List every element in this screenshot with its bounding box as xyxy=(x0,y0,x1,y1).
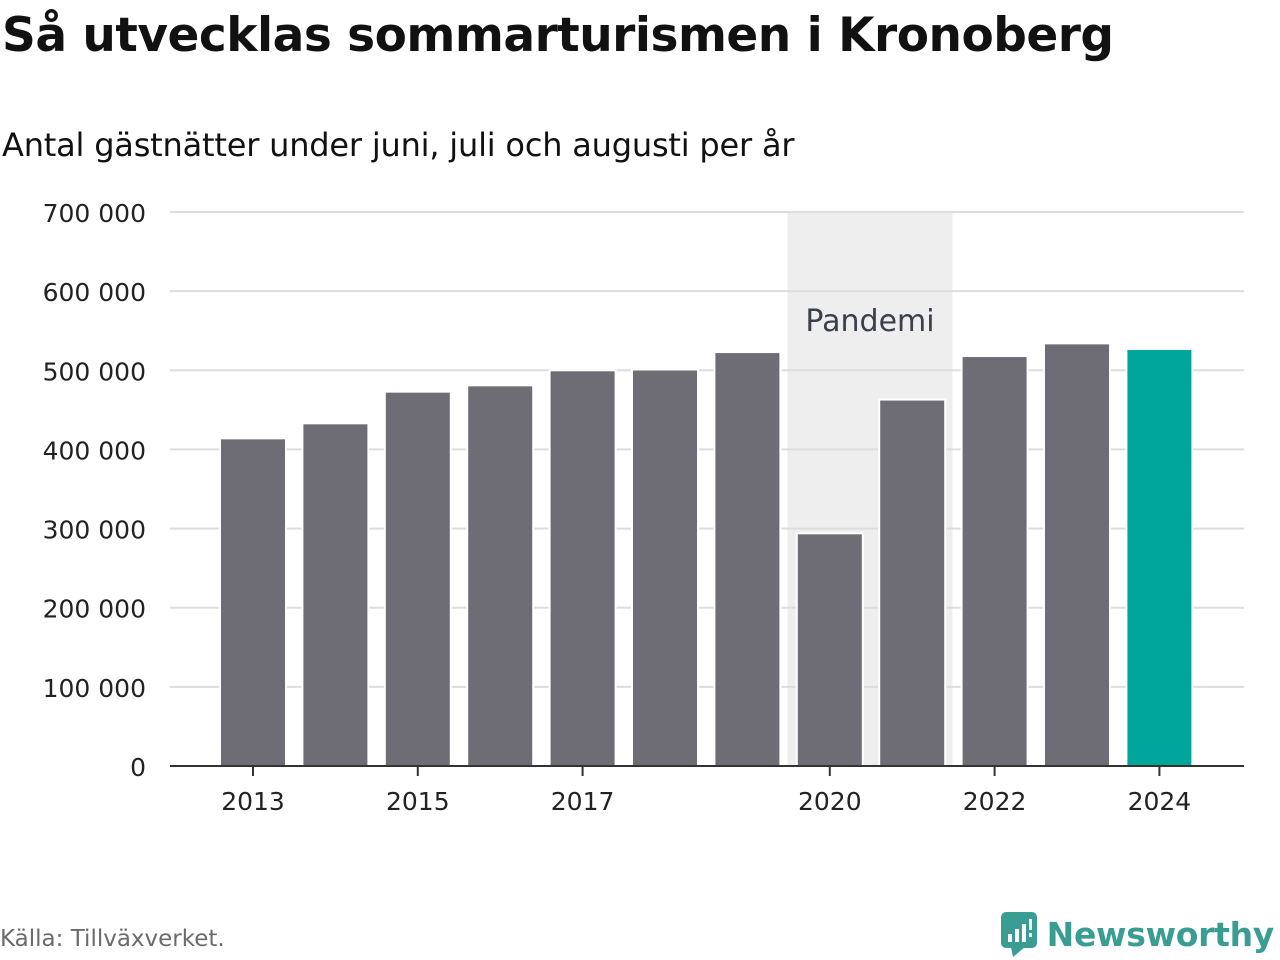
bar-2022 xyxy=(960,355,1029,767)
bar-2021 xyxy=(878,398,947,767)
newsworthy-chart-bubble-icon xyxy=(1000,912,1037,957)
x-tick-label: 2024 xyxy=(1128,787,1192,816)
bar-2015 xyxy=(383,390,452,767)
bar-2014 xyxy=(301,422,370,767)
x-tick-label: 2013 xyxy=(221,787,285,816)
x-tick-label: 2017 xyxy=(551,787,615,816)
bar-2020 xyxy=(795,532,864,767)
bar-chart: 0 100 000 200 000 300 000 400 000 500 000 600 … xyxy=(43,199,1244,816)
x-tick-label: 2020 xyxy=(798,787,862,816)
chart-subtitle: Antal gästnätter under juni, juli och au… xyxy=(2,126,795,164)
source-note: Källa: Tillväxverket. xyxy=(0,926,225,952)
annotation-label: Pandemi xyxy=(805,304,934,339)
y-tick-label: 600 000 xyxy=(43,278,146,307)
y-tick-label: 500 000 xyxy=(43,357,146,386)
y-tick-label: 0 xyxy=(130,753,146,782)
bar-2018 xyxy=(631,368,699,767)
bar-2024 xyxy=(1125,347,1194,767)
y-tick-label: 100 000 xyxy=(43,674,146,703)
logo-text: Newsworthy xyxy=(1046,914,1275,954)
newsworthy-logo: Newsworthy xyxy=(999,910,1274,958)
y-tick-label: 300 000 xyxy=(43,516,146,545)
bar-2023 xyxy=(1043,342,1111,767)
bar-2013 xyxy=(219,437,287,767)
x-tick-label: 2022 xyxy=(963,787,1027,816)
x-tick-label: 2015 xyxy=(386,787,450,816)
chart-title: Så utvecklas sommarturismen i Kronoberg xyxy=(2,8,1114,63)
bar-2017 xyxy=(548,369,617,767)
bar-2016 xyxy=(466,384,535,767)
y-tick-label: 200 000 xyxy=(43,595,146,624)
y-tick-label: 400 000 xyxy=(43,436,146,465)
y-tick-label: 700 000 xyxy=(43,199,146,228)
bar-2019 xyxy=(713,351,782,767)
